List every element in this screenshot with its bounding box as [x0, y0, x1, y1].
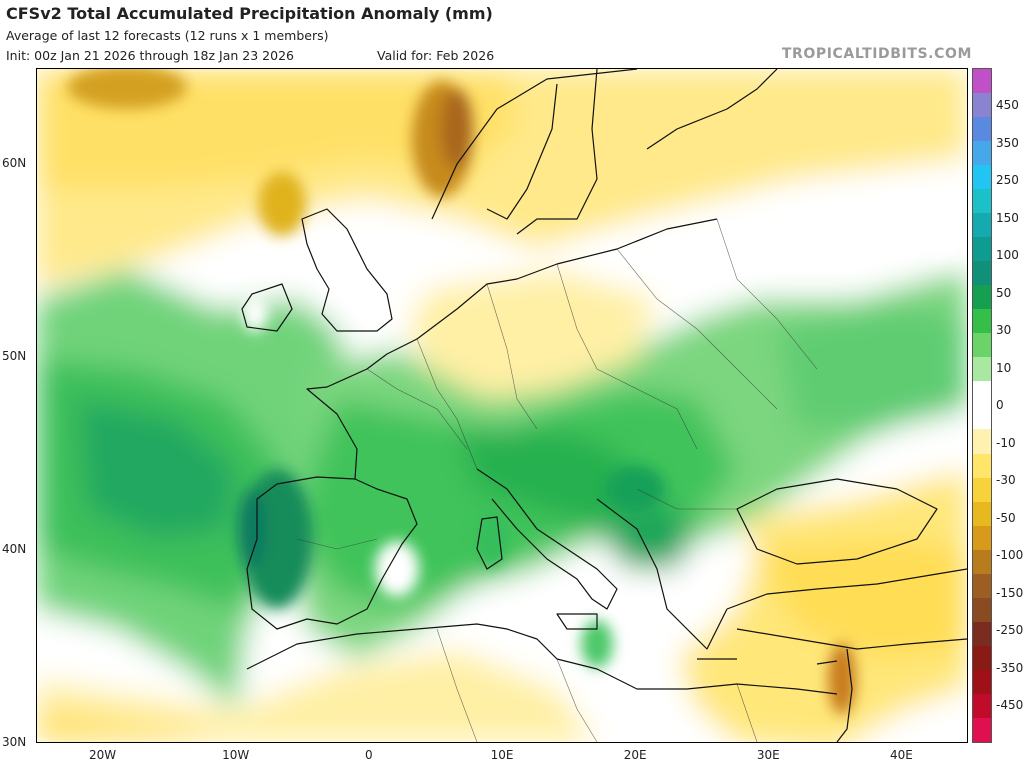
colorbar-label: -100 [996, 548, 1024, 562]
lon-label: 0 [365, 748, 373, 762]
colorbar-label: -50 [996, 510, 1016, 525]
lon-label: 10E [490, 748, 514, 762]
colorbar-label: -450 [996, 698, 1024, 712]
colorbar-label: -350 [996, 660, 1024, 675]
colorbar-label: 50 [996, 285, 1012, 300]
colorbar-label: 100 [996, 248, 1019, 262]
colorbar-swatch [973, 693, 991, 718]
colorbar-swatch [973, 573, 991, 598]
lon-label: 30E [756, 748, 780, 762]
colorbar-swatch [973, 717, 991, 742]
colorbar-swatch [973, 357, 991, 382]
colorbar-label: -150 [996, 585, 1024, 600]
anomaly-map [36, 68, 968, 743]
lon-label: 20E [623, 748, 647, 762]
colorbar-swatch [973, 621, 991, 646]
colorbar-label: 450 [996, 98, 1019, 112]
colorbar-label: -10 [996, 435, 1016, 450]
colorbar-swatch [973, 309, 991, 334]
colorbar-swatch [973, 381, 991, 406]
colorbar-swatch [973, 237, 991, 262]
colorbar-swatch [973, 261, 991, 286]
colorbar [972, 68, 992, 743]
lat-label: 30N [2, 735, 27, 749]
colorbar-swatch [973, 165, 991, 190]
colorbar-swatch [973, 501, 991, 526]
colorbar-label: 150 [996, 210, 1019, 225]
colorbar-swatch [973, 597, 991, 622]
chart-subtitle: Average of last 12 forecasts (12 runs x … [6, 28, 329, 43]
colorbar-swatch [973, 477, 991, 502]
lat-label: 60N [2, 156, 27, 171]
lon-label: 10W [222, 748, 250, 762]
colorbar-swatch [973, 549, 991, 574]
colorbar-swatch [973, 285, 991, 310]
anomaly-detail [67, 69, 964, 715]
colorbar-label: 10 [996, 360, 1012, 375]
colorbar-swatch [973, 69, 991, 94]
colorbar-label: 350 [996, 135, 1019, 150]
coastlines [241, 69, 967, 742]
colorbar-swatch [973, 453, 991, 478]
colorbar-swatch [973, 333, 991, 358]
colorbar-swatch [973, 189, 991, 214]
colorbar-swatch [973, 669, 991, 694]
chart-title: CFSv2 Total Accumulated Precipitation An… [6, 4, 493, 23]
borders [296, 218, 818, 742]
colorbar-label: 30 [996, 323, 1012, 337]
init-time-label: Init: 00z Jan 21 2026 through 18z Jan 23… [6, 48, 294, 63]
colorbar-label: 0 [996, 398, 1004, 412]
colorbar-swatch [973, 93, 991, 118]
anomaly-field [37, 69, 967, 742]
colorbar-swatch [973, 525, 991, 550]
lon-label: 20W [88, 748, 117, 762]
colorbar-swatch [973, 645, 991, 670]
colorbar-label: -30 [996, 473, 1016, 487]
lon-label: 40E [889, 748, 913, 762]
colorbar-swatch [973, 405, 991, 430]
map-canvas [37, 69, 967, 742]
colorbar-swatch [973, 429, 991, 454]
lat-label: 40N [2, 542, 27, 557]
brand-watermark: TROPICALTIDBITS.COM [781, 46, 972, 62]
lat-label: 50N [2, 349, 27, 364]
valid-time-label: Valid for: Feb 2026 [377, 48, 495, 63]
colorbar-label: -250 [996, 623, 1024, 637]
colorbar-swatch [973, 141, 991, 166]
colorbar-label: 250 [996, 173, 1019, 187]
colorbar-swatch [973, 213, 991, 238]
colorbar-swatch [973, 117, 991, 142]
